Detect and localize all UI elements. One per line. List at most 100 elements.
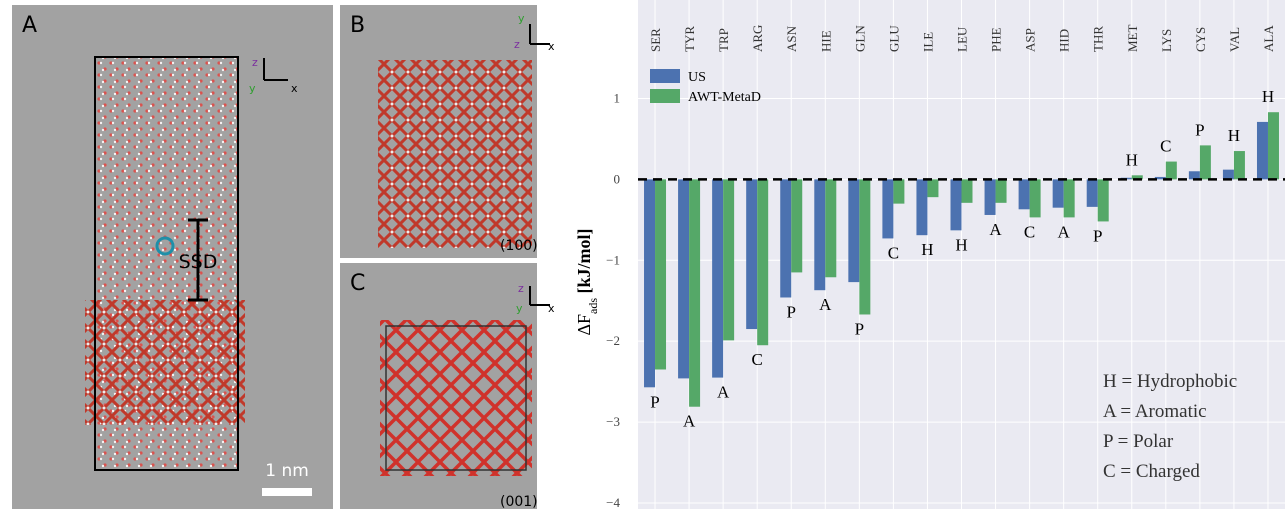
x-tick-label: ASP xyxy=(1023,28,1038,52)
panel-label: A xyxy=(22,13,37,38)
axis-label: y xyxy=(249,82,256,95)
x-tick-label: ARG xyxy=(750,25,765,52)
x-tick-label: ILE xyxy=(920,32,935,52)
key-text: H = Hydrophobic xyxy=(1103,371,1237,392)
crystal-slab xyxy=(85,300,245,425)
legend-swatch xyxy=(650,69,680,83)
bar xyxy=(1223,170,1234,180)
y-tick-label: −3 xyxy=(606,414,620,429)
bar xyxy=(644,179,655,387)
bar xyxy=(746,179,757,329)
x-tick-label: ALA xyxy=(1261,25,1276,52)
bar xyxy=(1064,179,1075,217)
bar xyxy=(757,179,768,345)
y-axis-label: ΔFads [kJ/mol] xyxy=(574,228,600,335)
key-text: C = Charged xyxy=(1103,461,1200,482)
category-annotation: P xyxy=(1093,226,1102,245)
y-tick-label: −4 xyxy=(606,495,620,509)
scale-bar xyxy=(262,488,312,496)
ssd-label: SSD xyxy=(179,251,218,273)
panel-a: SSD A z y x 1 nm xyxy=(12,5,333,509)
x-tick-label: LEU xyxy=(955,26,970,52)
legend-label: US xyxy=(688,70,706,85)
y-label-unit: [kJ/mol] xyxy=(574,228,594,298)
category-annotation: P xyxy=(650,392,659,411)
category-annotation: A xyxy=(819,295,832,314)
category-annotation: C xyxy=(888,243,899,262)
bar xyxy=(655,179,666,369)
x-tick-label: HIE xyxy=(818,30,833,52)
figure: SSD A z y x 1 nm B y z x (100) C z y x (… xyxy=(0,0,1285,509)
axis-label: y xyxy=(518,12,525,25)
x-tick-label: TRP xyxy=(716,28,731,52)
chart: ΔFads [kJ/mol] 10−1−2−3−4SERPTYRATRPAARG… xyxy=(574,0,1285,509)
x-tick-label: VAL xyxy=(1227,27,1242,52)
axis-label: x xyxy=(548,302,555,315)
axis-label: z xyxy=(514,38,520,51)
crystal-surface xyxy=(380,320,532,476)
bar xyxy=(916,179,927,235)
surface-label: (001) xyxy=(500,494,538,509)
bar xyxy=(1019,179,1030,209)
bar xyxy=(985,179,996,215)
bar xyxy=(712,179,723,377)
x-tick-label: MET xyxy=(1125,25,1140,53)
bar xyxy=(1200,145,1211,179)
panel-c: C z y x (001) xyxy=(340,263,555,509)
key-text: P = Polar xyxy=(1103,431,1174,452)
category-annotation: A xyxy=(1058,222,1071,241)
x-tick-label: THR xyxy=(1091,26,1106,52)
category-annotation: C xyxy=(752,350,763,369)
bar xyxy=(859,179,870,314)
x-tick-label: TYR xyxy=(682,26,697,52)
x-tick-label: CYS xyxy=(1193,27,1208,52)
y-tick-label: −1 xyxy=(606,252,620,267)
x-tick-label: HID xyxy=(1057,29,1072,52)
x-tick-label: GLU xyxy=(886,25,901,52)
bar xyxy=(1257,122,1268,179)
bar xyxy=(780,179,791,297)
x-tick-label: GLN xyxy=(852,25,867,52)
category-annotation: A xyxy=(683,412,696,431)
x-tick-label: PHE xyxy=(989,27,1004,52)
legend-swatch xyxy=(650,89,680,103)
bar xyxy=(1166,162,1177,180)
bar xyxy=(825,179,836,277)
bar xyxy=(893,179,904,203)
bar xyxy=(996,179,1007,202)
x-tick-label: ASN xyxy=(784,25,799,52)
bar xyxy=(723,179,734,340)
bar xyxy=(791,179,802,272)
surface-label: (100) xyxy=(500,238,538,254)
category-annotation: P xyxy=(855,319,864,338)
bar xyxy=(689,179,700,406)
category-annotation: H xyxy=(1262,87,1274,106)
category-annotation: A xyxy=(989,220,1002,239)
bar xyxy=(678,179,689,378)
bar xyxy=(951,179,962,230)
bar xyxy=(1234,151,1245,179)
key-text: A = Aromatic xyxy=(1103,401,1207,422)
bar xyxy=(962,179,973,202)
category-annotation: A xyxy=(717,383,730,402)
axis-label: x xyxy=(548,40,555,53)
axis-label: x xyxy=(291,82,298,95)
panel-b: B y z x (100) xyxy=(340,5,555,258)
x-tick-label: SER xyxy=(648,28,663,52)
y-tick-label: −2 xyxy=(606,333,620,348)
bar xyxy=(927,179,938,197)
crystal-surface xyxy=(378,60,532,248)
category-annotation: H xyxy=(921,240,933,259)
bar xyxy=(1030,179,1041,217)
bar xyxy=(1053,179,1064,207)
y-tick-label: 0 xyxy=(614,171,621,186)
bar xyxy=(814,179,825,290)
category-annotation: H xyxy=(1126,150,1138,169)
bar xyxy=(1098,179,1109,221)
scale-bar-label: 1 nm xyxy=(265,461,309,481)
bar xyxy=(848,179,859,282)
category-annotation: C xyxy=(1024,222,1035,241)
bar xyxy=(1268,112,1279,179)
category-annotation: H xyxy=(1228,126,1240,145)
category-annotation: P xyxy=(1195,120,1204,139)
